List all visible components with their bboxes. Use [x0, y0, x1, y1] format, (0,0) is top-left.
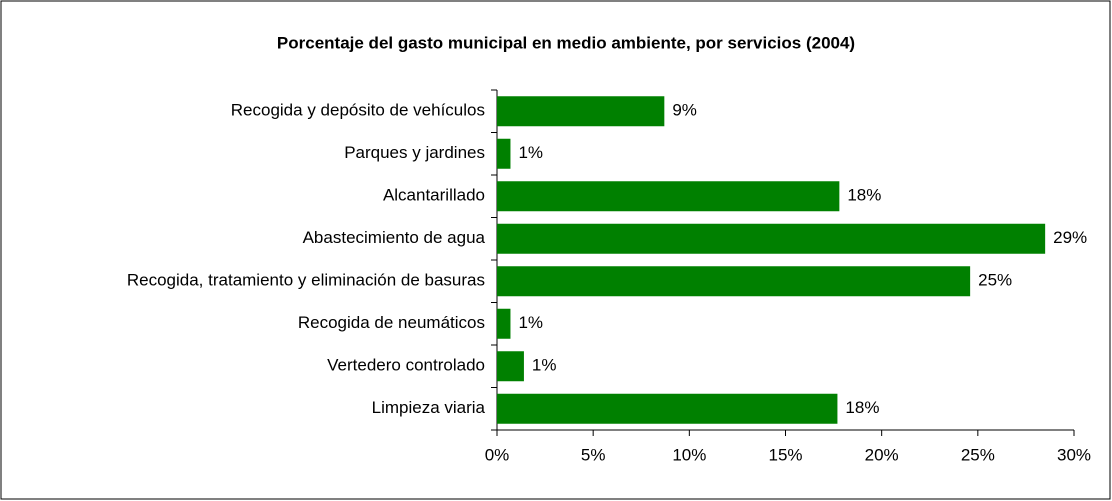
y-tick-label: Recogida de neumáticos: [298, 313, 485, 332]
y-tick-label: Vertedero controlado: [327, 356, 485, 375]
bar: [497, 393, 838, 424]
bar: [497, 266, 971, 297]
data-label: 18%: [847, 186, 881, 205]
x-tick-label: 30%: [1057, 445, 1091, 464]
x-tick-label: 5%: [581, 445, 606, 464]
y-tick-label: Recogida, tratamiento y eliminación de b…: [127, 271, 485, 290]
bar: [497, 138, 511, 169]
x-tick-label: 25%: [961, 445, 995, 464]
data-label: 1%: [532, 356, 557, 375]
data-label: 1%: [518, 143, 543, 162]
x-tick-label: 15%: [768, 445, 802, 464]
y-tick-label: Alcantarillado: [383, 186, 485, 205]
x-tick-label: 0%: [485, 445, 510, 464]
data-label: 29%: [1053, 228, 1087, 247]
bar: [497, 181, 840, 212]
bar: [497, 351, 524, 382]
bar: [497, 223, 1046, 254]
y-tick-label: Parques y jardines: [344, 143, 485, 162]
chart-title: Porcentaje del gasto municipal en medio …: [277, 33, 855, 52]
bar: [497, 96, 665, 127]
data-label: 18%: [845, 398, 879, 417]
x-tick-label: 10%: [672, 445, 706, 464]
bar: [497, 308, 511, 339]
y-tick-label: Recogida y depósito de vehículos: [231, 101, 485, 120]
x-tick-label: 20%: [865, 445, 899, 464]
y-tick-label: Limpieza viaria: [372, 398, 486, 417]
data-label: 25%: [978, 271, 1012, 290]
y-tick-label: Abastecimiento de agua: [303, 228, 486, 247]
data-label: 1%: [518, 313, 543, 332]
data-label: 9%: [672, 101, 697, 120]
